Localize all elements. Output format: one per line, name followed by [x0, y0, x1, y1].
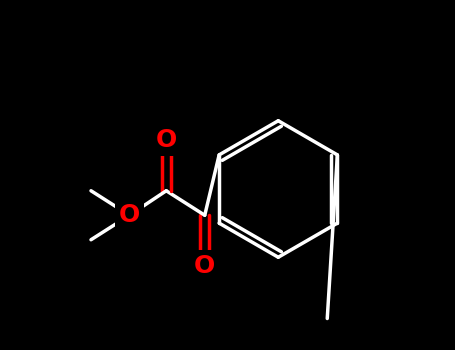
Text: O: O	[156, 128, 177, 152]
Text: O: O	[194, 254, 215, 278]
Text: O: O	[119, 203, 140, 227]
